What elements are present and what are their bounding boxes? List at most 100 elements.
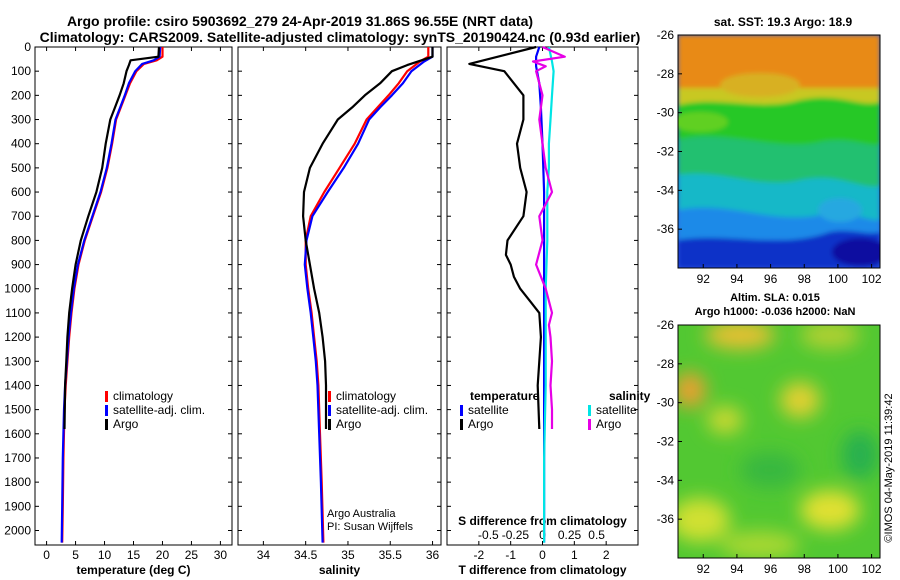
y-tick-label: 1400	[4, 378, 31, 392]
x-tick-label: -1	[505, 548, 516, 562]
map-x-tick-label: 96	[764, 272, 778, 286]
sst-band-blue	[678, 230, 880, 268]
sla-patch	[842, 431, 878, 479]
map-y-tick-label: -26	[657, 28, 675, 42]
series-s-satellite	[542, 46, 555, 543]
legend-label: satellite-adj. clim.	[113, 403, 205, 417]
sla-patch	[800, 325, 860, 349]
map-x-tick-label: 98	[798, 562, 812, 576]
sst-map-ticks: 92 94 96 98 100 102 -26 -28 -30 -32 -34 -36	[657, 28, 882, 286]
credit-line2: PI: Susan Wijffels	[327, 521, 413, 533]
sla-patch	[678, 372, 706, 408]
x-tick-label: 35	[341, 548, 355, 562]
x-tick-label: 34	[257, 548, 271, 562]
map-y-tick-label: -36	[657, 222, 675, 236]
x-tick-label: 2	[603, 548, 610, 562]
x-tick-label: 1	[571, 548, 578, 562]
sla-patch	[678, 498, 730, 542]
y-tick-label: 1500	[4, 403, 31, 417]
map-y-tick-label: -26	[657, 318, 675, 332]
y-tick-label: 0	[24, 40, 31, 54]
sla-map-ticks: 92 94 96 98 100 102 -26 -28 -30 -32 -34 -36	[657, 318, 882, 576]
legend-label: Argo	[596, 417, 622, 431]
temperature-panel: 0 5 10 15 20 25 300100200300400500600700800900…	[4, 40, 233, 577]
title-line1: Argo profile: csiro 5903692_279 24-Apr-2…	[67, 13, 533, 29]
legend-label: satellite-adj. clim.	[336, 403, 428, 417]
y-tick-label: 700	[11, 209, 31, 223]
sla-patch	[800, 490, 860, 530]
sla-map-title-line2: Argo h1000: -0.036 h2000: NaN	[695, 306, 856, 318]
x-tick-label: 35.5	[379, 548, 403, 562]
title-line2: Climatology: CARS2009. Satellite-adjuste…	[40, 29, 641, 45]
s-tick-label: 0.25	[558, 528, 582, 542]
map-y-tick-label: -32	[657, 145, 675, 159]
x-tick-label: 5	[72, 548, 79, 562]
sst-map: 92 94 96 98 100 102 -26 -28 -30 -32 -34 -36	[657, 28, 882, 286]
differences-xlabel: T difference from climatology	[458, 563, 626, 577]
salinity-frame	[237, 46, 442, 546]
legend-right-title: salinity	[609, 389, 651, 403]
y-tick-label: 1900	[4, 499, 31, 513]
y-tick-label: 100	[11, 64, 31, 78]
legend-swatch	[588, 419, 591, 430]
sla-patch	[780, 382, 820, 418]
sst-band-green	[678, 97, 880, 150]
sla-map: 92 94 96 98 100 102 -26 -28 -30 -32 -34 -36	[657, 318, 882, 576]
legend-swatch	[105, 419, 108, 430]
map-x-tick-label: 92	[697, 562, 711, 576]
timestamp: ©IMOS 04-May-2019 11:39:42	[883, 393, 895, 542]
y-tick-label: 1300	[4, 354, 31, 368]
y-tick-label: 200	[11, 88, 31, 102]
series-argo	[63, 46, 161, 430]
legend-label: Argo	[336, 417, 362, 431]
legend-swatch	[328, 391, 331, 402]
y-tick-label: 2000	[4, 523, 31, 537]
sla-patch	[705, 325, 775, 349]
y-tick-label: 1800	[4, 475, 31, 489]
legend-label: Argo	[113, 417, 139, 431]
legend-swatch	[328, 419, 331, 430]
map-x-tick-label: 102	[862, 562, 882, 576]
map-x-tick-label: 94	[730, 272, 744, 286]
map-x-tick-label: 94	[730, 562, 744, 576]
sst-patch	[720, 73, 800, 97]
sla-patch	[707, 406, 743, 434]
series-s-argo	[531, 45, 566, 429]
x-tick-label: 20	[156, 548, 170, 562]
s-tick-label: -0.25	[502, 528, 530, 542]
y-tick-label: 1000	[4, 282, 31, 296]
sst-patch	[832, 238, 880, 266]
x-tick-label: 36	[426, 548, 440, 562]
legend-label: Argo	[468, 417, 494, 431]
s-tick-label: -0.5	[478, 528, 499, 542]
legend-label: satellite	[596, 403, 637, 417]
legend-swatch	[328, 405, 331, 416]
legend-swatch	[460, 419, 463, 430]
y-tick-label: 600	[11, 185, 31, 199]
legend-swatch	[105, 391, 108, 402]
y-tick-label: 300	[11, 113, 31, 127]
map-y-tick-label: -36	[657, 512, 675, 526]
legend-swatch	[588, 405, 591, 416]
map-x-tick-label: 100	[828, 562, 848, 576]
temperature-frame	[34, 46, 233, 546]
legend-label: climatology	[336, 389, 396, 403]
map-x-tick-label: 100	[828, 272, 848, 286]
x-tick-label: -2	[473, 548, 484, 562]
map-y-tick-label: -32	[657, 435, 675, 449]
map-x-tick-label: 102	[862, 272, 882, 286]
sla-map-title-line1: Altim. SLA: 0.015	[730, 292, 820, 304]
credit-line1: Argo Australia	[327, 508, 396, 520]
legend-left-title: temperature	[470, 389, 540, 403]
sla-patch	[720, 531, 800, 558]
map-x-tick-label: 96	[764, 562, 778, 576]
y-tick-label: 500	[11, 161, 31, 175]
x-tick-label: 0	[539, 548, 546, 562]
y-tick-label: 1600	[4, 427, 31, 441]
temperature-xlabel: temperature (deg C)	[76, 563, 190, 577]
s-tick-label: 0.5	[588, 528, 605, 542]
legend-label: climatology	[113, 389, 173, 403]
map-y-tick-label: -28	[657, 357, 675, 371]
map-y-tick-label: -34	[657, 473, 675, 487]
